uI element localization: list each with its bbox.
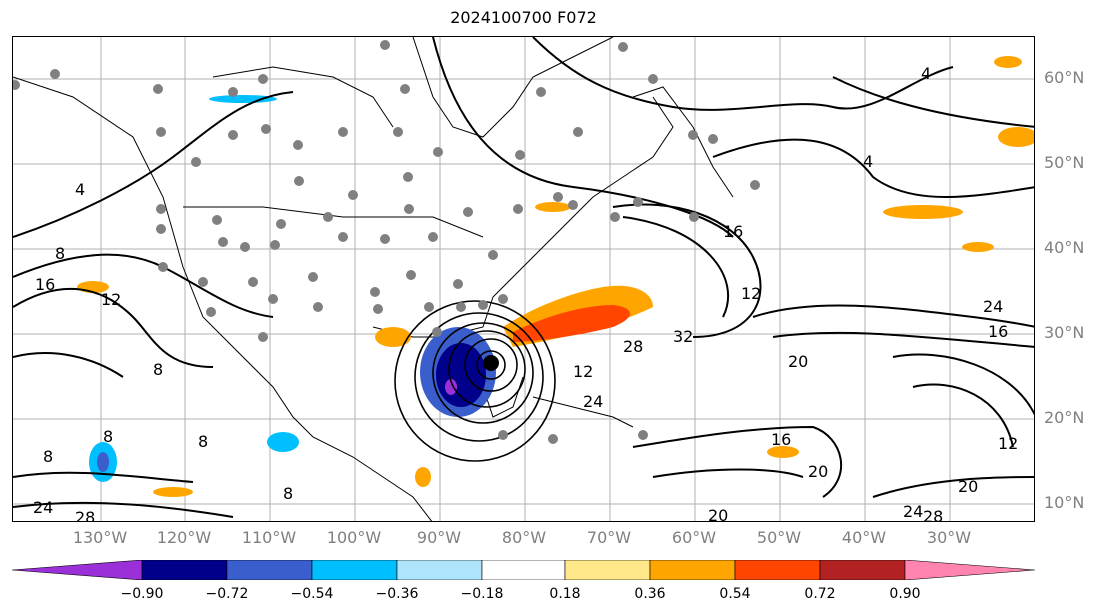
- colorbar-tick: −0.54: [290, 586, 334, 602]
- contour-label: 24: [583, 392, 603, 411]
- lon-label: 70°W: [586, 528, 632, 547]
- contour-label: 12: [998, 434, 1018, 453]
- lon-label: 30°W: [926, 528, 972, 547]
- colorbar-segment: [141, 560, 228, 580]
- contour-label: 12: [101, 290, 121, 309]
- lon-label: 60°W: [671, 528, 717, 547]
- contour-label: 20: [708, 506, 728, 522]
- station-dots: [13, 40, 760, 444]
- lat-label: 20°N: [1044, 408, 1085, 427]
- colorbar-tick: −0.72: [205, 586, 249, 602]
- lon-label: 50°W: [756, 528, 802, 547]
- lat-label: 60°N: [1044, 68, 1085, 87]
- contour-label: 4: [863, 152, 873, 171]
- map-panel: 4 4 4 8 16 12 8 8 8 12 16 24 16 32 28 12…: [12, 36, 1035, 522]
- colorbar-tick: −0.18: [460, 586, 504, 602]
- contour-label: 8: [55, 244, 65, 263]
- contour-label: 16: [771, 430, 791, 449]
- contour-label: 16: [988, 322, 1008, 341]
- contour-label: 8: [283, 484, 293, 503]
- lon-label: 110°W: [241, 528, 297, 547]
- colorbar-tick: 0.90: [889, 586, 921, 602]
- colorbar-tick: 0.72: [804, 586, 836, 602]
- contour-label: 8: [43, 447, 53, 466]
- storm-center: [483, 355, 499, 371]
- contour-label: 8: [153, 360, 163, 379]
- coastlines: [13, 37, 734, 521]
- contour-label: 24: [33, 498, 53, 517]
- contour-label: 24: [903, 502, 923, 521]
- colorbar: [12, 560, 1035, 580]
- contour-label: 28: [923, 507, 943, 522]
- colorbar-segment: [649, 560, 736, 580]
- colorbar-segment: [481, 560, 566, 580]
- contour-label: 20: [808, 462, 828, 481]
- graticule: [13, 37, 1034, 521]
- storm-contours: [394, 300, 556, 462]
- lat-label: 30°N: [1044, 323, 1085, 342]
- colorbar-segment: [819, 560, 906, 580]
- lon-label: 40°W: [841, 528, 887, 547]
- lat-label: 40°N: [1044, 238, 1085, 257]
- contour-label: 8: [103, 427, 113, 446]
- colorbar-segment: [311, 560, 398, 580]
- contour-labels: 4 4 4 8 16 12 8 8 8 12 16 24 16 32 28 12…: [33, 64, 1018, 522]
- contour-label: 4: [75, 180, 85, 199]
- contour-label: 12: [573, 362, 593, 381]
- map-canvas: 4 4 4 8 16 12 8 8 8 12 16 24 16 32 28 12…: [13, 37, 1034, 522]
- contour-label: 20: [788, 352, 808, 371]
- lon-label: 120°W: [156, 528, 212, 547]
- lat-label: 50°N: [1044, 153, 1085, 172]
- colorbar-segment: [904, 560, 1035, 580]
- colorbar-segment: [12, 560, 143, 580]
- contour-label: 32: [673, 327, 693, 346]
- colorbar-segment: [226, 560, 313, 580]
- colorbar-segment: [396, 560, 483, 580]
- colorbar-tick: 0.36: [634, 586, 666, 602]
- lon-label: 100°W: [326, 528, 382, 547]
- contour-label: 28: [75, 508, 95, 522]
- contour-label: 20: [958, 477, 978, 496]
- contour-label: 16: [723, 222, 743, 241]
- lon-label: 90°W: [416, 528, 462, 547]
- colorbar-segment: [564, 560, 651, 580]
- lat-label: 10°N: [1044, 493, 1085, 512]
- contour-label: 24: [983, 297, 1003, 316]
- colorbar-tick: 0.18: [549, 586, 581, 602]
- contour-label: 12: [741, 284, 761, 303]
- contour-label: 4: [921, 64, 931, 83]
- colorbar-tick: −0.36: [375, 586, 419, 602]
- lon-label: 130°W: [72, 528, 128, 547]
- colorbar-segment: [734, 560, 821, 580]
- plot-title: 2024100700 F072: [450, 8, 597, 27]
- lon-label: 80°W: [501, 528, 547, 547]
- contour-label: 28: [623, 337, 643, 356]
- contour-label: 16: [35, 275, 55, 294]
- contours: [13, 37, 1034, 518]
- colorbar-tick: 0.54: [719, 586, 751, 602]
- contour-label: 8: [198, 432, 208, 451]
- colorbar-tick: −0.90: [120, 586, 164, 602]
